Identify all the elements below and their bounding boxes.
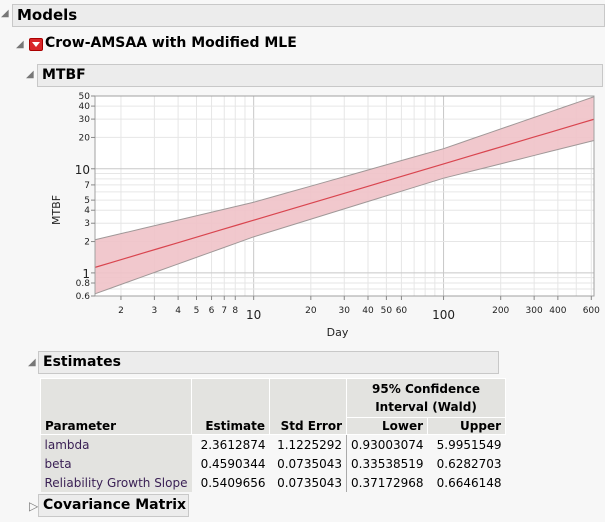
col-estimate: Estimate [191, 378, 270, 435]
y-tick-label: 30 [79, 115, 91, 125]
covariance-header[interactable]: Covariance Matrix [38, 494, 189, 517]
red-triangle-menu-icon[interactable] [29, 38, 43, 51]
cell-std-error: 0.0735043 [269, 473, 347, 492]
cell-parameter: Reliability Growth Slope [40, 473, 192, 492]
x-tick-label: 50 [381, 306, 393, 316]
collapse-models-icon[interactable]: ◢ [1, 8, 9, 19]
y-tick-label: 40 [79, 102, 91, 112]
lower-bound-line [94, 139, 595, 295]
upper-bound-line [94, 96, 595, 241]
x-tick-label: 10 [246, 308, 261, 322]
cell-lower: 0.33538519 [351, 456, 424, 471]
x-tick-label: 400 [549, 306, 566, 316]
y-tick-label: 1 [82, 267, 90, 281]
x-tick-label: 100 [432, 308, 455, 322]
x-tick-label: 600 [583, 306, 600, 316]
cell-estimate: 2.3612874 [200, 437, 266, 452]
expand-covariance-icon[interactable]: ▷ [29, 499, 39, 513]
x-tick-label: 30 [339, 306, 351, 316]
y-tick-label: 2 [84, 238, 90, 248]
y-tick-label: 7 [84, 181, 90, 191]
col-upper: Upper [427, 417, 507, 435]
cell-lower: 0.37172968 [351, 475, 424, 490]
mtbf-header[interactable]: MTBF [37, 64, 603, 87]
platform-header[interactable]: Crow-AMSAA with Modified MLE [45, 35, 297, 51]
cell-parameter: lambda [40, 434, 192, 454]
y-tick-label: 20 [79, 133, 91, 143]
cell-upper: 0.6646148 [436, 475, 502, 490]
cell-lower: 0.93003074 [351, 437, 424, 452]
collapse-estimates-icon[interactable]: ◢ [28, 357, 36, 368]
y-tick-label: 3 [84, 219, 90, 229]
x-tick-label: 200 [492, 306, 509, 316]
x-tick-label: 2 [118, 306, 124, 316]
y-tick-label: 10 [75, 163, 90, 177]
table-row: Reliability Growth Slope 0.5409656 0.073… [40, 473, 506, 492]
y-tick-label: 0.8 [76, 279, 91, 289]
x-tick-label: 4 [175, 306, 181, 316]
confidence-band [95, 96, 594, 294]
y-tick-label: 50 [79, 92, 91, 102]
y-tick-label: 0.6 [76, 292, 91, 302]
mtbf-estimate-line [94, 118, 595, 268]
x-tick-label: 40 [362, 306, 374, 316]
cell-std-error: 0.0735043 [269, 454, 347, 473]
models-header[interactable]: Models [12, 4, 605, 27]
x-tick-label: 7 [221, 306, 227, 316]
x-tick-label: 8 [232, 306, 238, 316]
col-std-error: Std Error [269, 378, 347, 435]
x-axis-label: Day [327, 326, 349, 339]
cell-parameter: beta [40, 454, 192, 473]
table-row: beta 0.4590344 0.0735043 0.33538519 0.62… [40, 454, 506, 473]
cell-estimate: 0.4590344 [200, 456, 266, 471]
x-tick-label: 60 [396, 306, 408, 316]
collapse-platform-icon[interactable]: ◢ [16, 39, 24, 50]
x-tick-label: 300 [526, 306, 543, 316]
cell-std-error: 1.1225292 [269, 434, 347, 454]
y-axis-label: MTBF [50, 195, 63, 225]
x-tick-label: 5 [194, 306, 200, 316]
cell-estimate: 0.5409656 [200, 475, 266, 490]
table-row: lambda 2.3612874 1.1225292 0.93003074 5.… [40, 434, 506, 454]
y-tick-label: 5 [84, 196, 90, 206]
y-tick-label: 4 [84, 206, 90, 216]
cell-upper: 0.6282703 [436, 456, 502, 471]
x-tick-label: 20 [305, 306, 317, 316]
x-tick-label: 6 [209, 306, 215, 316]
col-lower: Lower [345, 417, 429, 435]
estimates-header[interactable]: Estimates [38, 351, 499, 374]
cell-upper: 5.9951549 [436, 437, 502, 452]
estimates-table: Parameter Estimate Std Error 95% Confide… [40, 378, 507, 492]
collapse-mtbf-icon[interactable]: ◢ [26, 69, 34, 80]
mtbf-chart: 2 3 4 5 6 7 8 10 20 30 40 50 60 100 200 300 400 6000.60.8… [50, 92, 600, 339]
col-parameter: Parameter [40, 378, 192, 435]
col-group-ci: 95% Confidence Interval (Wald) [345, 378, 507, 418]
x-tick-label: 3 [152, 306, 158, 316]
